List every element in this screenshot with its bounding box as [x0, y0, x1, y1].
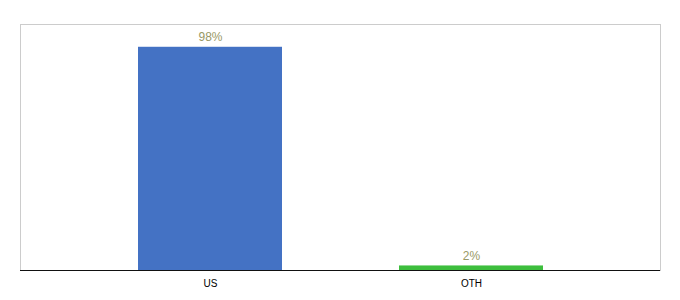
svg-text:98%: 98%	[198, 30, 222, 44]
svg-text:2%: 2%	[463, 249, 481, 263]
svg-text:US: US	[204, 278, 218, 289]
svg-text:OTH: OTH	[461, 278, 482, 289]
